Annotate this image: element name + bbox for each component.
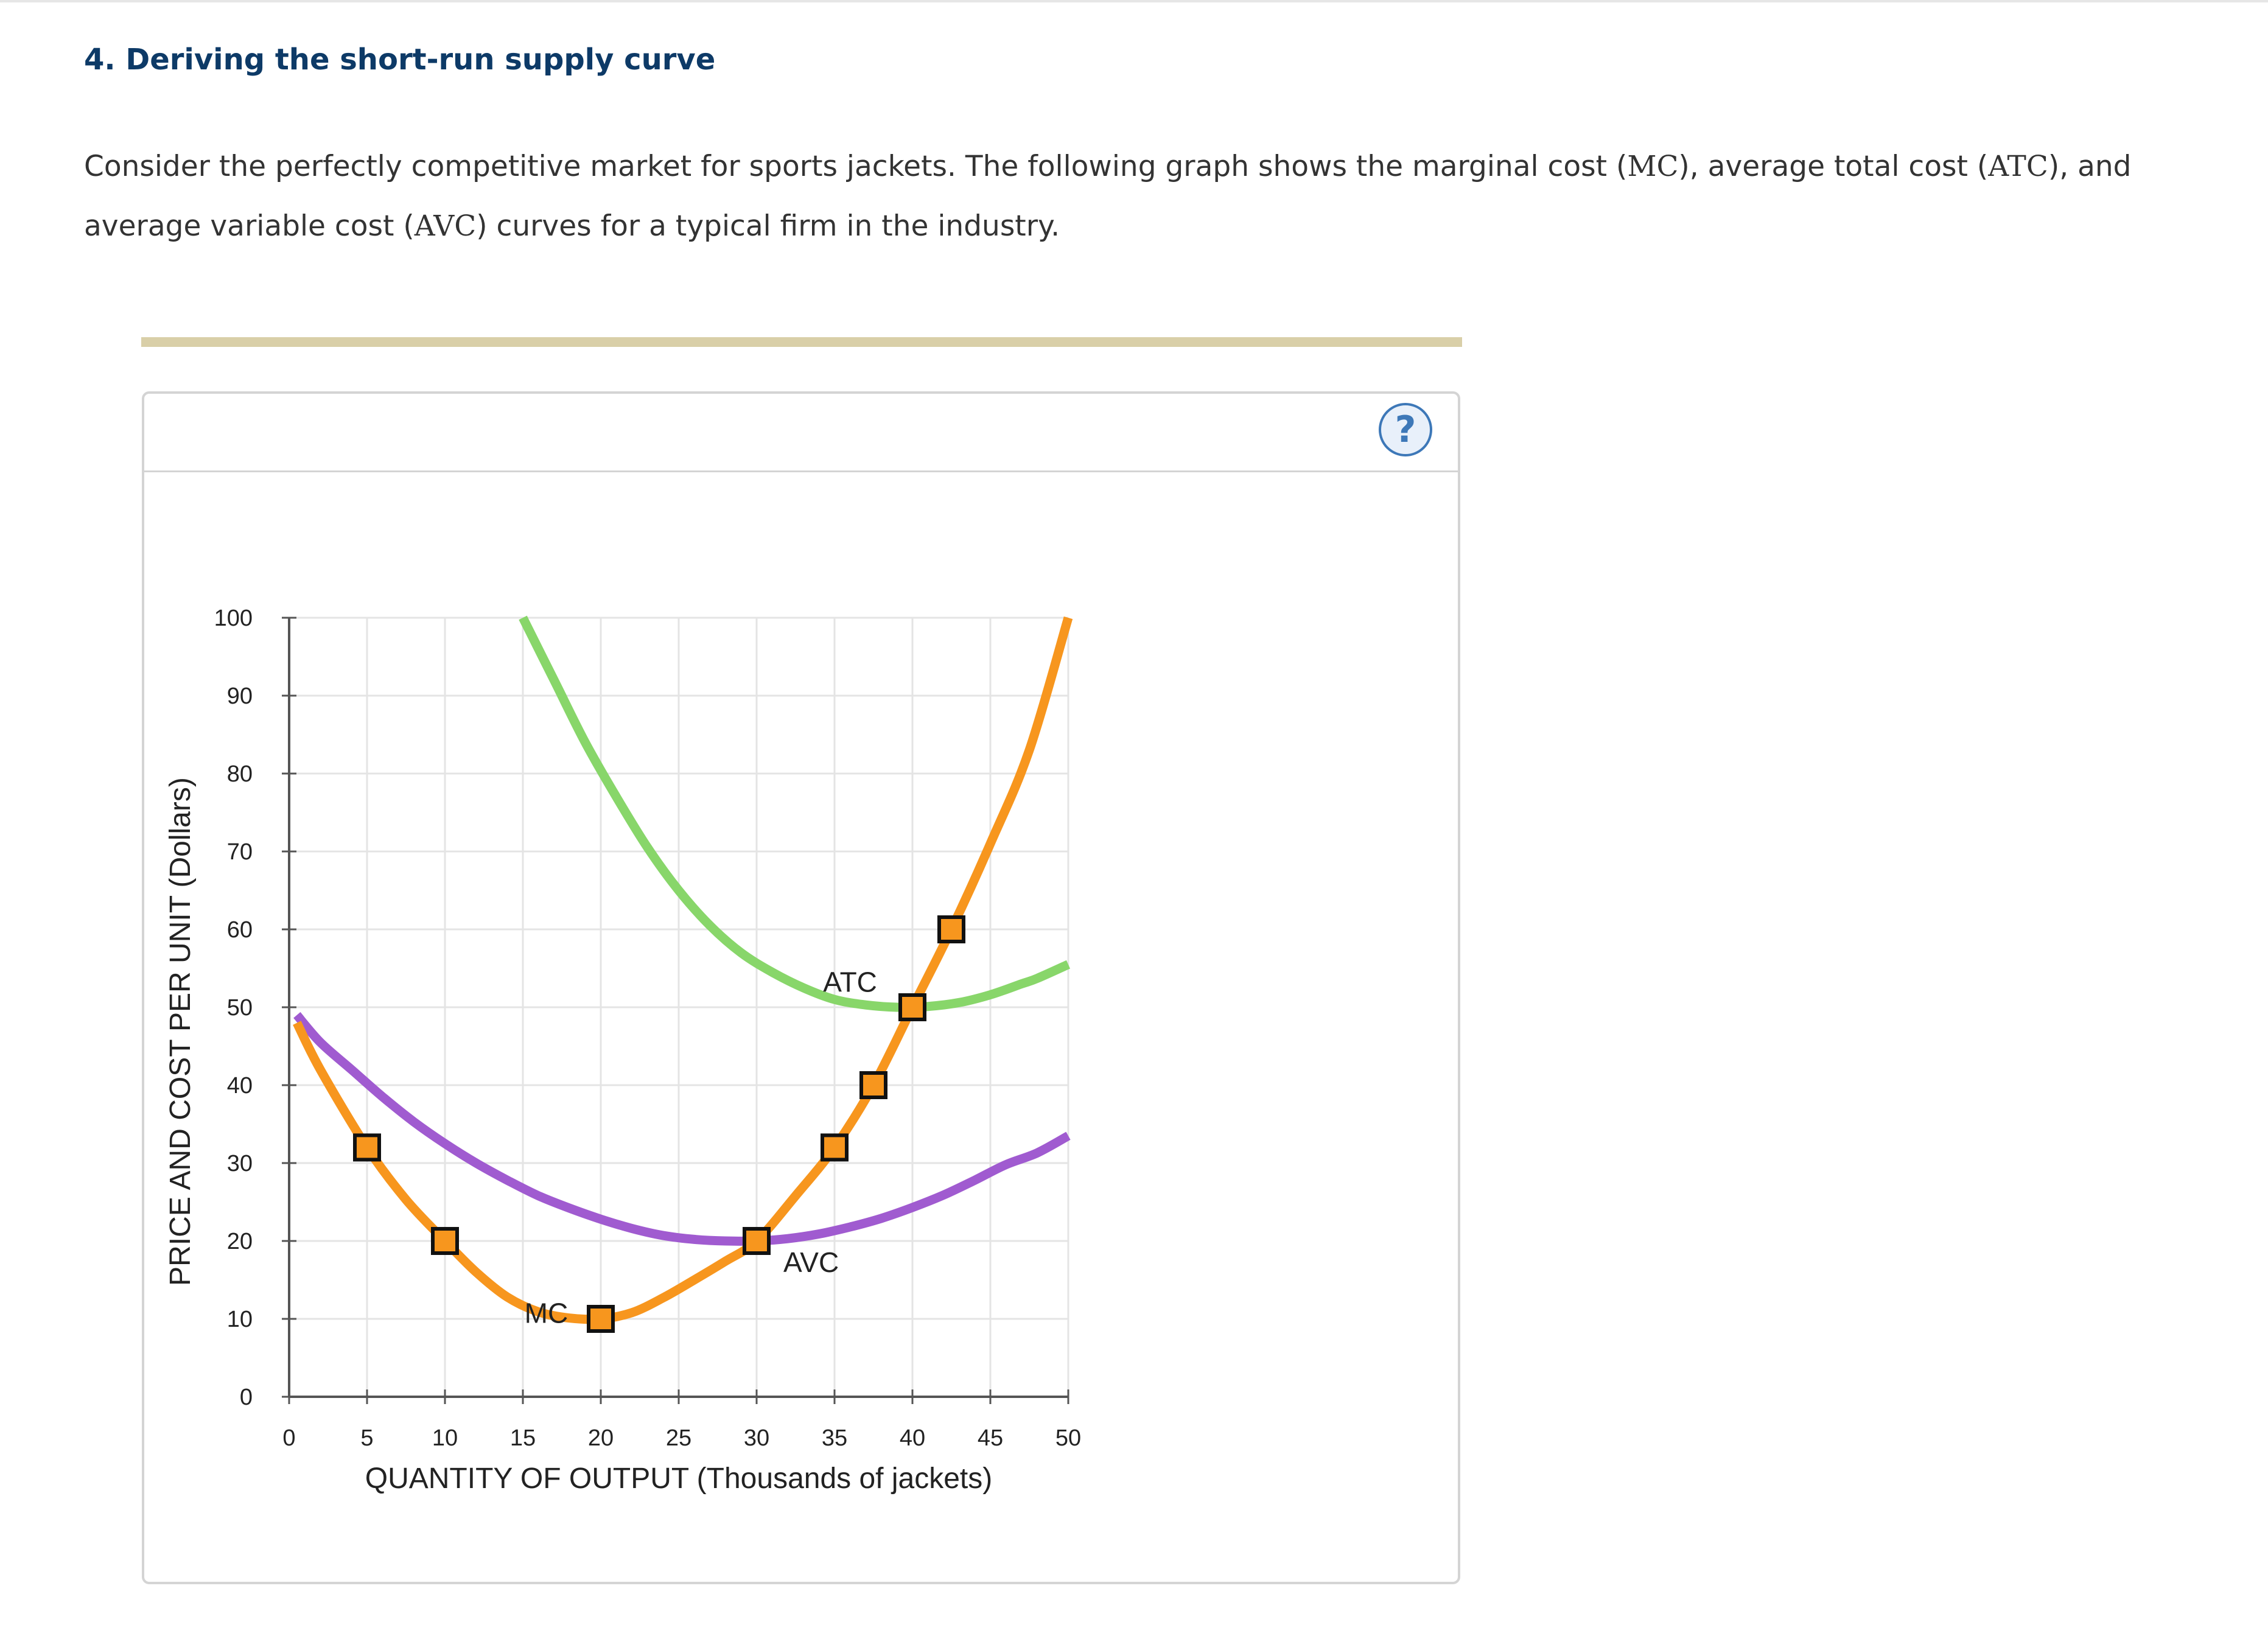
x-axis-title: QUANTITY OF OUTPUT (Thousands of jackets… <box>365 1462 992 1495</box>
y-axis-title: PRICE AND COST PER UNIT (Dollars) <box>164 777 197 1286</box>
x-tick-label: 50 <box>1055 1425 1081 1451</box>
question-text-part: ), and average variable cost ( <box>84 150 2132 243</box>
question-mark-icon: ? <box>1395 408 1416 451</box>
y-tick-label: 50 <box>227 995 253 1021</box>
panel-header-divider <box>144 470 1458 472</box>
question-text: Consider the perfectly competitive marke… <box>84 137 2227 256</box>
atc-curve <box>519 615 1071 1012</box>
y-tick-label: 80 <box>227 761 253 787</box>
mc-point-marker <box>743 1227 771 1255</box>
y-tick-label: 10 <box>227 1307 253 1332</box>
mc-point-marker <box>431 1227 459 1255</box>
mc-curve <box>293 616 1073 1324</box>
x-tick-label: 25 <box>666 1425 691 1451</box>
x-tick-label: 0 <box>282 1425 295 1451</box>
top-divider <box>0 0 2268 2</box>
mc-point-marker <box>821 1133 849 1162</box>
x-tick-label: 40 <box>900 1425 925 1451</box>
mc-point-marker <box>898 993 926 1021</box>
avc-label: AVC <box>783 1246 839 1278</box>
y-tick-label: 0 <box>240 1385 253 1410</box>
mc-label: MC <box>525 1297 569 1329</box>
question-text-part: ) curves for a typical firm in the indus… <box>476 209 1060 243</box>
atc-symbol: ATC <box>1988 150 2048 183</box>
mc-point-marker <box>587 1305 615 1333</box>
atc-label: ATC <box>823 966 877 998</box>
mc-symbol: MC <box>1627 150 1679 183</box>
x-tick-label: 20 <box>588 1425 614 1451</box>
avc-curve <box>293 1012 1071 1246</box>
question-text-part: Consider the perfectly competitive marke… <box>84 150 1628 183</box>
y-tick-label: 70 <box>227 839 253 865</box>
y-tick-label: 90 <box>227 683 253 709</box>
y-tick-label: 60 <box>227 917 253 943</box>
y-tick-label: 20 <box>227 1229 253 1254</box>
mc-point-marker <box>859 1071 887 1099</box>
section-divider <box>141 337 1462 347</box>
x-tick-label: 10 <box>432 1425 458 1451</box>
y-tick-label: 40 <box>227 1073 253 1099</box>
y-tick-label: 100 <box>214 606 253 631</box>
question-text-part: ), average total cost ( <box>1678 150 1989 183</box>
x-tick-label: 45 <box>978 1425 1003 1451</box>
x-tick-label: 35 <box>822 1425 847 1451</box>
avc-symbol: AVC <box>414 209 477 243</box>
help-button[interactable]: ? <box>1379 403 1432 456</box>
mc-point-marker <box>353 1133 381 1162</box>
x-tick-label: 15 <box>510 1425 536 1451</box>
y-tick-label: 30 <box>227 1151 253 1176</box>
question-title: 4. Deriving the short-run supply curve <box>84 43 716 77</box>
x-tick-label: 30 <box>744 1425 769 1451</box>
mc-point-marker <box>937 915 965 943</box>
x-tick-label: 5 <box>360 1425 373 1451</box>
